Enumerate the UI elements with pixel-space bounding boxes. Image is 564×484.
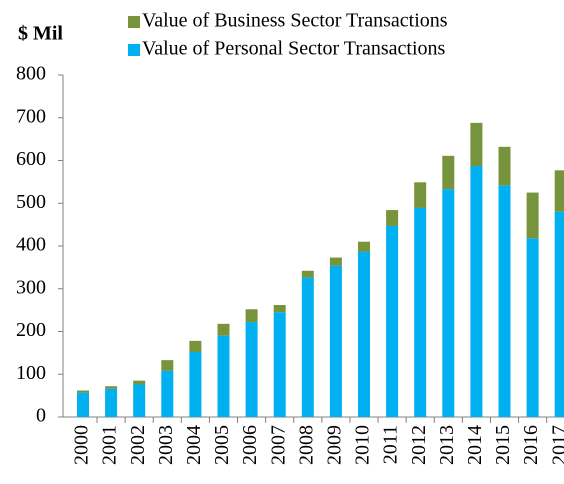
bar-segment (498, 146, 511, 186)
bar-segment (470, 122, 483, 167)
y-tick-label: 300 (16, 276, 46, 298)
y-tick-label: 600 (16, 148, 46, 170)
x-tick-label: 2001 (99, 425, 121, 465)
bar-segment (329, 265, 342, 417)
bar-segment (77, 392, 89, 417)
y-tick-label: 400 (16, 234, 46, 256)
legend-label: Value of Business Sector Transactions (142, 10, 448, 32)
bar-segment (386, 225, 399, 417)
bar-segment (217, 323, 230, 336)
bar-segment (414, 182, 427, 208)
legend-swatch (128, 44, 140, 56)
y-tick-label: 800 (16, 63, 46, 85)
bar-segment (526, 192, 539, 239)
y-tick-label: 500 (16, 191, 46, 213)
bar-segment (273, 312, 286, 417)
bar-segment (77, 390, 89, 393)
bar-segment (358, 241, 370, 252)
x-tick-label: 2002 (127, 425, 149, 465)
y-axis-label: $ Mil (18, 23, 63, 45)
bar-segment (386, 210, 399, 226)
bar-segment (442, 189, 455, 417)
bar-segment (301, 277, 314, 417)
bar-segment (161, 360, 174, 371)
y-tick-label: 200 (16, 319, 46, 341)
bar-segment (105, 386, 118, 389)
y-tick-label: 100 (16, 362, 46, 384)
bar-segment (273, 304, 286, 313)
x-tick-label: 2011 (380, 425, 402, 464)
bar-segment (498, 185, 511, 417)
x-tick-label: 2007 (267, 425, 289, 465)
x-tick-label: 2012 (408, 425, 430, 465)
bar-segment (245, 322, 258, 417)
bar-segment (217, 335, 230, 417)
x-tick-label: 2005 (211, 425, 233, 465)
bar-segment (554, 170, 564, 212)
x-tick-label: 2009 (323, 425, 345, 465)
x-tick-label: 2003 (155, 425, 177, 465)
x-tick-label: 2006 (239, 425, 261, 465)
x-tick-label: 2004 (183, 425, 205, 465)
bar-segment (329, 257, 342, 266)
bar-segment (133, 380, 146, 385)
x-tick-label: 2015 (492, 425, 514, 465)
y-tick-label: 0 (36, 405, 46, 427)
x-tick-label: 2017 (548, 425, 564, 465)
bar-segment (442, 155, 455, 190)
y-tick-label: 700 (16, 105, 46, 127)
x-tick-label: 2010 (352, 425, 374, 465)
bar-segment (554, 211, 564, 417)
bar-segment (245, 309, 258, 323)
bar-segment (189, 340, 202, 353)
x-tick-label: 2000 (71, 425, 93, 465)
bar-segment (161, 370, 174, 417)
legend-label: Value of Personal Sector Transactions (142, 38, 446, 60)
bar-segment (133, 384, 146, 417)
bar-segment (301, 270, 314, 278)
bar-segment (526, 238, 539, 417)
bar-segment (189, 352, 202, 417)
legend-swatch (128, 16, 140, 28)
bar-segment (105, 388, 118, 417)
bar-segment (414, 207, 427, 417)
x-tick-label: 2016 (520, 425, 542, 465)
x-tick-label: 2008 (295, 425, 317, 465)
x-tick-label: 2014 (464, 425, 486, 465)
x-tick-label: 2013 (436, 425, 458, 465)
bar-segment (470, 166, 483, 417)
bar-segment (358, 251, 370, 417)
